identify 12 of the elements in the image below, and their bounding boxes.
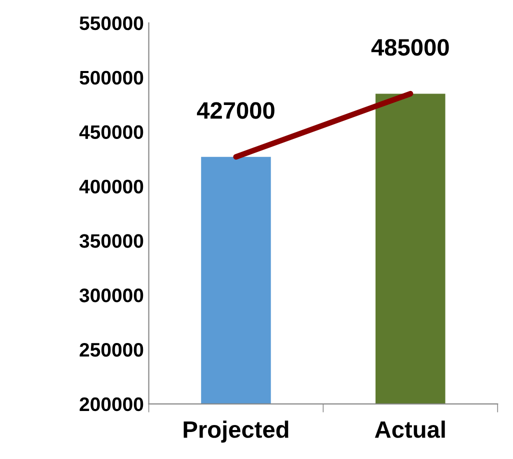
y-tick-label: 400000: [79, 180, 144, 194]
y-tick-label: 250000: [80, 342, 144, 357]
y-tick-label: 450000: [79, 125, 144, 140]
y-tick-label: 300000: [79, 288, 144, 302]
x-tick-label: Actual: [374, 420, 445, 438]
y-tick-label: 350000: [79, 234, 144, 248]
y-tick-label: 500000: [80, 70, 144, 85]
x-tick-label: Projected: [184, 420, 288, 443]
data-label: 427000: [196, 102, 274, 119]
y-tick-label: 550000: [80, 16, 144, 30]
y-tick-label: 200000: [80, 397, 144, 412]
data-label: 485000: [371, 38, 449, 56]
